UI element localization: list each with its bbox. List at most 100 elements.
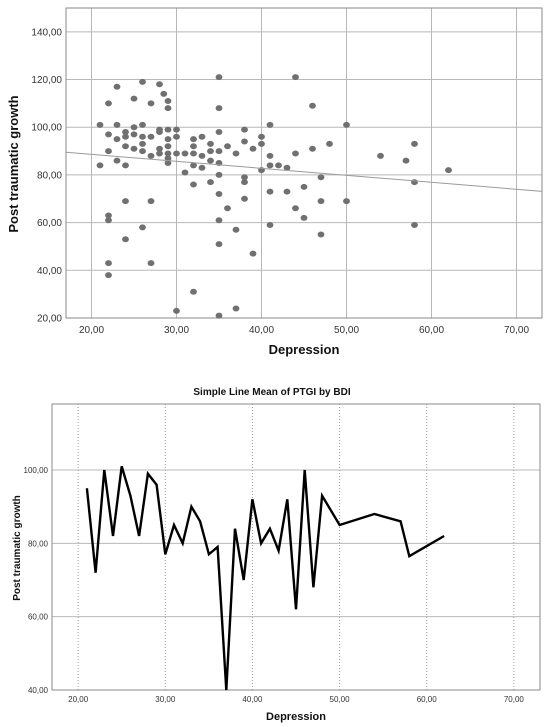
scatter-point <box>402 157 410 164</box>
scatter-point <box>300 183 308 190</box>
chart2-grid <box>52 404 540 691</box>
scatter-point <box>377 152 384 159</box>
scatter-point <box>147 100 155 107</box>
chart1-fit-line <box>65 151 543 192</box>
scatter-point <box>241 174 248 181</box>
chart1-points <box>96 74 452 319</box>
line-chart: Simple Line Mean of PTGI by BDI 20,00 30,… <box>12 387 541 723</box>
scatter-point <box>215 217 223 224</box>
scatter-point <box>249 145 257 152</box>
chart2-y-tick-label: 60,00 <box>28 613 49 622</box>
scatter-point <box>317 174 325 181</box>
scatter-point <box>224 143 231 150</box>
scatter-point <box>122 129 129 135</box>
scatter-point <box>207 148 214 155</box>
scatter-point <box>164 126 172 133</box>
scatter-point <box>105 148 112 155</box>
scatter-point <box>215 129 223 135</box>
scatter-point <box>198 133 206 140</box>
chart1-x-tick-label: 40,00 <box>249 325 274 336</box>
scatter-point <box>224 205 231 212</box>
scatter-point <box>164 143 172 150</box>
scatter-point <box>96 121 104 128</box>
chart2-x-tick-label: 70,00 <box>504 695 525 704</box>
scatter-point <box>292 150 299 157</box>
scatter-point <box>411 222 418 228</box>
scatter-point <box>173 126 180 133</box>
scatter-point <box>207 140 214 147</box>
scatter-point <box>198 164 206 171</box>
scatter-point <box>266 188 274 195</box>
scatter-point <box>215 312 223 319</box>
chart1-y-tick-label: 80,00 <box>37 170 62 181</box>
scatter-point <box>343 198 350 205</box>
scatter-point <box>300 214 308 221</box>
scatter-point <box>445 167 452 174</box>
chart2-series-line <box>85 465 445 691</box>
scatter-point <box>113 157 121 164</box>
scatter-point <box>164 105 172 112</box>
scatter-point <box>232 226 240 233</box>
scatter-point <box>147 133 155 140</box>
chart1-y-ticks: 20,00 40,00 60,00 80,00 100,00 120,00 140,00 <box>31 27 62 324</box>
scatter-point <box>113 136 121 143</box>
scatter-point <box>130 124 138 131</box>
chart1-y-tick-label: 100,00 <box>31 123 62 134</box>
scatter-point <box>283 188 291 195</box>
scatter-point <box>343 121 350 128</box>
chart2-y-ticks: 40,00 60,00 80,00 100,00 <box>24 466 49 695</box>
chart2-frame <box>51 403 541 691</box>
scatter-point <box>249 250 257 257</box>
scatter-point <box>215 241 223 248</box>
scatter-point <box>156 81 163 88</box>
scatter-point <box>190 288 197 295</box>
scatter-point <box>241 195 248 202</box>
scatter-point <box>139 78 146 85</box>
chart1-x-tick-label: 30,00 <box>164 325 189 336</box>
chart1-y-tick-label: 40,00 <box>37 266 62 277</box>
scatter-point <box>130 95 138 102</box>
scatter-point <box>122 162 129 169</box>
chart1-y-tick-label: 20,00 <box>37 314 62 325</box>
chart1-y-axis-label: Post traumatic growth <box>6 95 21 232</box>
chart1-y-tick-label: 120,00 <box>31 75 62 86</box>
scatter-point <box>105 100 112 107</box>
scatter-point <box>122 198 129 205</box>
scatter-point <box>241 138 248 145</box>
scatter-point <box>130 131 138 138</box>
scatter-point <box>181 150 189 157</box>
scatter-point <box>215 191 223 197</box>
scatter-point <box>232 150 240 157</box>
scatter-point <box>317 231 325 238</box>
scatter-chart: 20,00 30,00 40,00 50,00 60,00 70,00 20,00 40,0… <box>6 7 543 357</box>
chart2-x-ticks: 20,00 30,00 40,00 50,00 60,00 70,00 <box>68 695 524 704</box>
scatter-point <box>139 133 146 140</box>
scatter-point <box>258 140 265 147</box>
scatter-point <box>164 155 172 162</box>
scatter-point <box>266 152 274 159</box>
chart1-x-tick-label: 70,00 <box>504 325 529 336</box>
chart2-x-tick-label: 40,00 <box>242 695 263 704</box>
scatter-point <box>215 74 223 81</box>
chart2-x-tick-label: 30,00 <box>155 695 176 704</box>
chart1-x-ticks: 20,00 30,00 40,00 50,00 60,00 70,00 <box>79 325 529 336</box>
chart1-frame <box>65 7 543 319</box>
chart1-x-tick-label: 20,00 <box>79 325 104 336</box>
scatter-point <box>173 307 180 314</box>
scatter-point <box>326 140 333 147</box>
scatter-point <box>215 148 223 155</box>
chart1-x-tick-label: 50,00 <box>334 325 359 336</box>
scatter-point <box>122 133 129 140</box>
scatter-point <box>207 157 214 164</box>
scatter-point <box>139 121 146 128</box>
scatter-point <box>215 171 223 178</box>
scatter-point <box>173 133 180 140</box>
scatter-point <box>122 236 129 243</box>
scatter-point <box>105 272 112 279</box>
chart2-title: Simple Line Mean of PTGI by BDI <box>193 387 350 398</box>
scatter-point <box>292 205 299 212</box>
scatter-point <box>105 217 112 224</box>
scatter-point <box>190 162 197 169</box>
chart2-x-tick-label: 50,00 <box>330 695 351 704</box>
